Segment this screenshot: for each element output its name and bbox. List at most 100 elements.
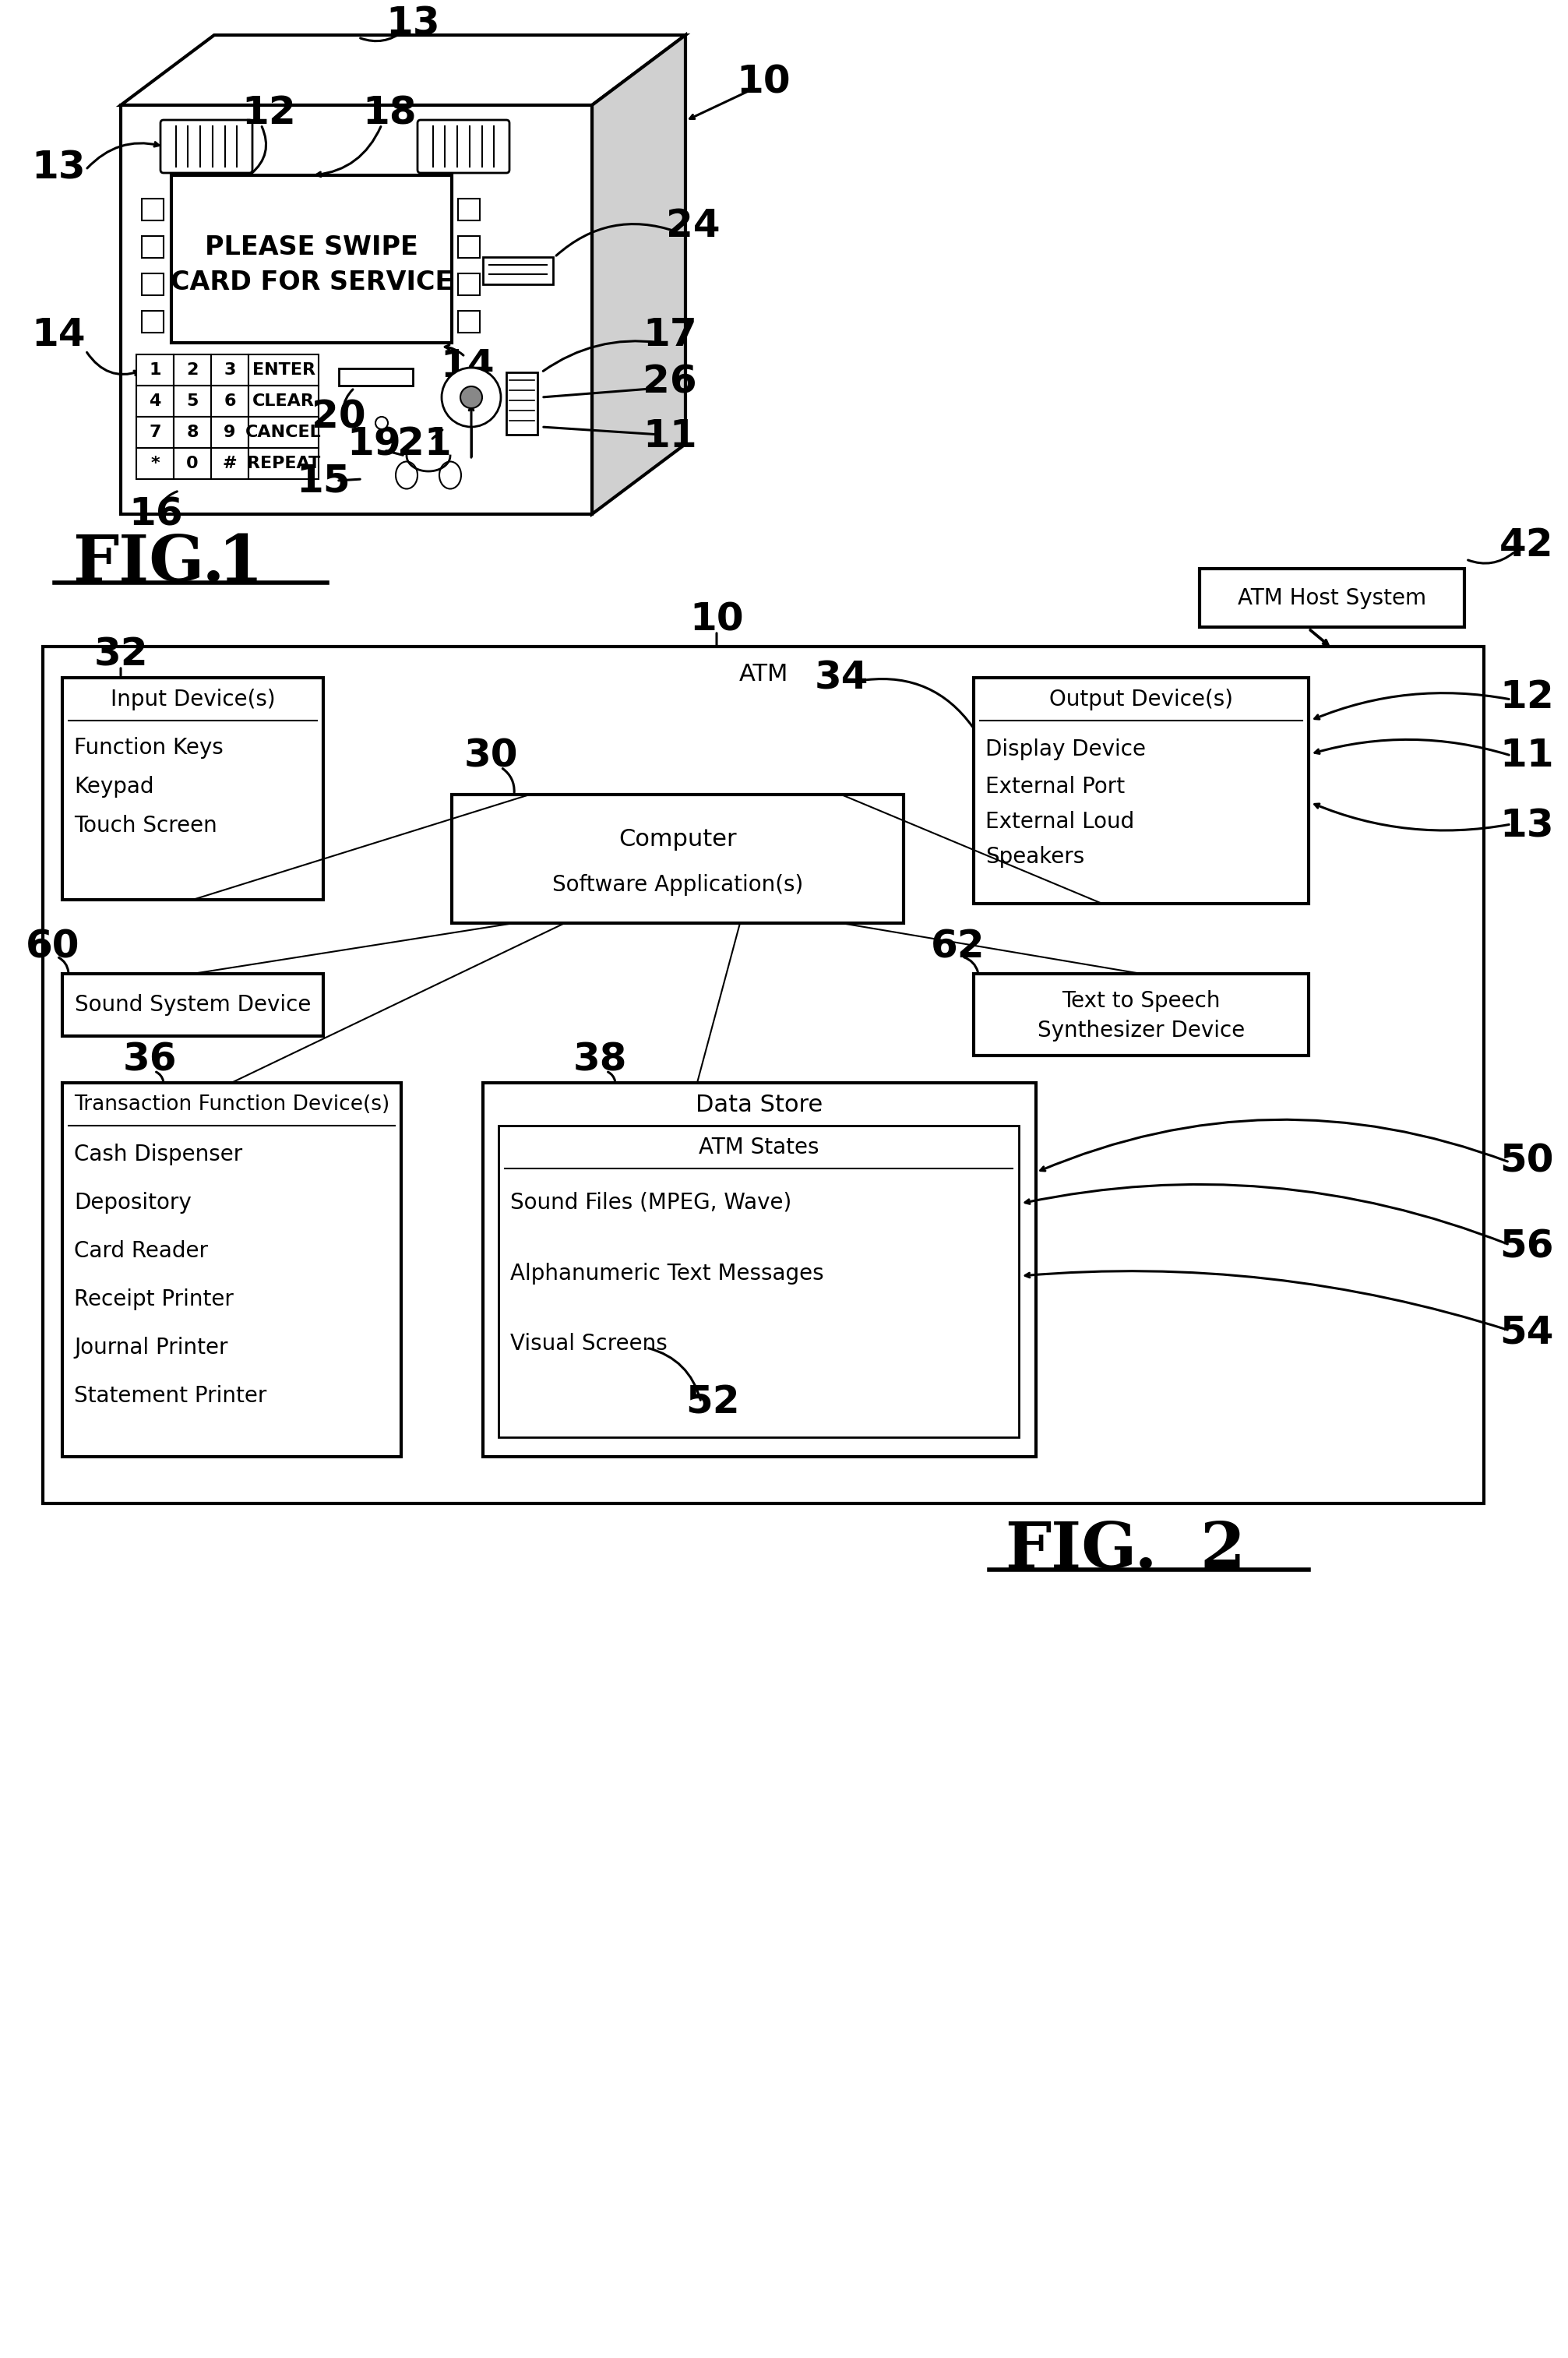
Bar — [136, 448, 174, 479]
Text: ATM: ATM — [739, 663, 789, 686]
Text: 19: 19 — [347, 424, 401, 462]
Text: 0: 0 — [187, 455, 199, 472]
Text: Receipt Printer: Receipt Printer — [74, 1287, 234, 1311]
Bar — [458, 311, 480, 332]
Bar — [174, 354, 212, 387]
Text: 30: 30 — [464, 738, 517, 773]
Bar — [141, 311, 163, 332]
Text: *: * — [151, 455, 160, 472]
Bar — [212, 387, 248, 417]
Bar — [458, 236, 480, 257]
Bar — [248, 417, 318, 448]
Text: PLEASE SWIPE: PLEASE SWIPE — [205, 233, 419, 259]
Text: 38: 38 — [572, 1040, 627, 1078]
Text: 1: 1 — [149, 363, 162, 377]
Text: 8: 8 — [187, 424, 199, 441]
FancyBboxPatch shape — [417, 120, 510, 172]
Bar — [174, 448, 212, 479]
Text: 11: 11 — [643, 417, 698, 455]
Text: Cash Dispenser: Cash Dispenser — [74, 1144, 243, 1165]
Text: 36: 36 — [122, 1040, 177, 1078]
Bar — [212, 354, 248, 387]
Text: 13: 13 — [386, 5, 441, 42]
Text: Touch Screen: Touch Screen — [74, 816, 216, 837]
Text: Synthesizer Device: Synthesizer Device — [1038, 1019, 1245, 1042]
Text: Display Device: Display Device — [985, 738, 1146, 759]
Text: 18: 18 — [362, 94, 417, 132]
Bar — [121, 106, 593, 514]
Ellipse shape — [439, 462, 461, 488]
Text: 60: 60 — [27, 927, 80, 964]
Text: 62: 62 — [931, 927, 985, 964]
Text: Sound System Device: Sound System Device — [75, 995, 310, 1016]
Bar — [974, 974, 1309, 1056]
Text: 42: 42 — [1499, 526, 1554, 564]
Text: FIG.: FIG. — [1005, 1519, 1157, 1582]
Bar — [136, 354, 174, 387]
FancyBboxPatch shape — [160, 120, 252, 172]
Bar — [483, 257, 554, 285]
Text: Function Keys: Function Keys — [74, 738, 223, 759]
Bar — [483, 1082, 1036, 1457]
Text: 15: 15 — [296, 462, 350, 500]
Bar — [42, 646, 1483, 1504]
Text: 56: 56 — [1499, 1229, 1554, 1266]
Bar — [63, 974, 323, 1035]
Text: 2: 2 — [187, 363, 199, 377]
Text: 16: 16 — [129, 495, 183, 533]
Text: Alphanumeric Text Messages: Alphanumeric Text Messages — [510, 1264, 823, 1285]
Text: #: # — [223, 455, 237, 472]
Text: 12: 12 — [241, 94, 296, 132]
Text: 10: 10 — [690, 601, 743, 639]
Text: Output Device(s): Output Device(s) — [1049, 689, 1232, 710]
Bar — [499, 1125, 1019, 1438]
Bar — [974, 677, 1309, 903]
Bar — [212, 448, 248, 479]
Text: 10: 10 — [737, 64, 790, 101]
Text: 4: 4 — [149, 394, 162, 408]
Text: ENTER: ENTER — [252, 363, 315, 377]
Text: Depository: Depository — [74, 1191, 191, 1214]
Text: Visual Screens: Visual Screens — [510, 1332, 668, 1353]
Text: 13: 13 — [1499, 806, 1554, 844]
Text: Statement Printer: Statement Printer — [74, 1384, 267, 1408]
Bar — [141, 198, 163, 219]
Text: Input Device(s): Input Device(s) — [110, 689, 276, 710]
Bar — [174, 387, 212, 417]
Text: Speakers: Speakers — [985, 847, 1085, 868]
Text: Keypad: Keypad — [74, 776, 154, 797]
Polygon shape — [121, 35, 685, 106]
Text: Card Reader: Card Reader — [74, 1240, 209, 1262]
Bar — [506, 373, 538, 434]
Bar — [174, 417, 212, 448]
Bar — [1200, 568, 1465, 627]
Bar — [63, 677, 323, 901]
Bar — [136, 387, 174, 417]
Bar — [248, 387, 318, 417]
Text: 20: 20 — [312, 399, 365, 436]
Text: 21: 21 — [397, 424, 452, 462]
Text: 2: 2 — [1200, 1519, 1245, 1582]
Bar — [136, 417, 174, 448]
Bar — [141, 274, 163, 295]
Text: Transaction Function Device(s): Transaction Function Device(s) — [74, 1094, 389, 1115]
Text: External Loud: External Loud — [985, 811, 1134, 832]
Text: 13: 13 — [31, 149, 86, 186]
Text: 24: 24 — [666, 208, 720, 245]
Text: ATM Host System: ATM Host System — [1237, 587, 1427, 608]
Bar — [458, 274, 480, 295]
Text: 34: 34 — [814, 658, 869, 696]
Bar — [63, 1082, 401, 1457]
Text: CARD FOR SERVICE: CARD FOR SERVICE — [171, 269, 453, 295]
Text: Data Store: Data Store — [696, 1094, 823, 1115]
Circle shape — [442, 368, 500, 427]
Text: Computer: Computer — [619, 828, 737, 851]
Text: Journal Printer: Journal Printer — [74, 1337, 227, 1358]
Text: Sound Files (MPEG, Wave): Sound Files (MPEG, Wave) — [510, 1191, 792, 1212]
Text: 5: 5 — [187, 394, 199, 408]
Text: CANCEL: CANCEL — [246, 424, 321, 441]
Bar — [339, 368, 412, 387]
Circle shape — [375, 417, 387, 429]
Bar — [458, 198, 480, 219]
Bar — [452, 795, 903, 922]
